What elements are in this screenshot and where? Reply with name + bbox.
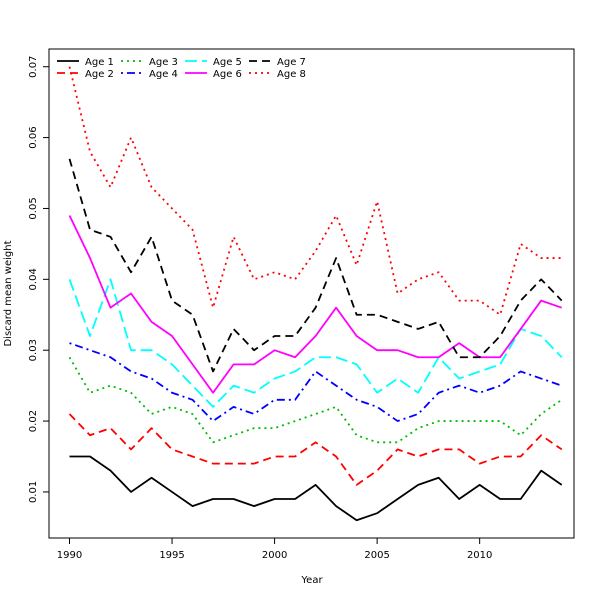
legend-label: Age 6 (213, 69, 242, 80)
y-tick-label: 0.01 (28, 481, 39, 503)
legend-label: Age 5 (213, 57, 242, 68)
y-tick-label: 0.07 (28, 56, 39, 78)
x-tick-label: 2000 (262, 550, 287, 561)
y-axis: 0.01 0.02 0.03 0.04 0.05 0.06 0.07 (28, 56, 49, 503)
series-line-age-8 (68, 66, 562, 316)
series-line-age-1 (69, 455, 563, 522)
legend-label: Age 1 (85, 57, 114, 68)
legend-label: Age 8 (277, 69, 306, 80)
x-axis-title: Year (300, 575, 323, 586)
legend-label: Age 4 (149, 69, 178, 80)
legend-label: Age 3 (149, 57, 178, 68)
y-tick-label: 0.02 (28, 410, 39, 432)
y-tick-label: 0.05 (28, 197, 39, 219)
series-line-age-4 (69, 342, 562, 422)
y-tick-label: 0.06 (28, 126, 39, 148)
series-line-age-7 (68, 158, 563, 373)
y-tick-label: 0.03 (28, 339, 39, 361)
x-tick-label: 1990 (57, 550, 82, 561)
series-line-age-3 (68, 356, 563, 444)
x-tick-label: 2010 (467, 550, 492, 561)
legend-label: Age 7 (277, 57, 306, 68)
y-axis-title: Discard mean weight (3, 240, 14, 346)
series-line-age-5 (68, 278, 563, 408)
series-lines (68, 66, 563, 522)
x-axis: 1990 1995 2000 2005 2010 (57, 538, 492, 561)
x-tick-label: 2005 (364, 550, 389, 561)
x-tick-label: 1995 (159, 550, 184, 561)
y-tick-label: 0.04 (28, 268, 39, 290)
plot-area-frame (48, 48, 575, 539)
series-line-age-2 (68, 413, 563, 486)
legend-label: Age 2 (85, 69, 114, 80)
